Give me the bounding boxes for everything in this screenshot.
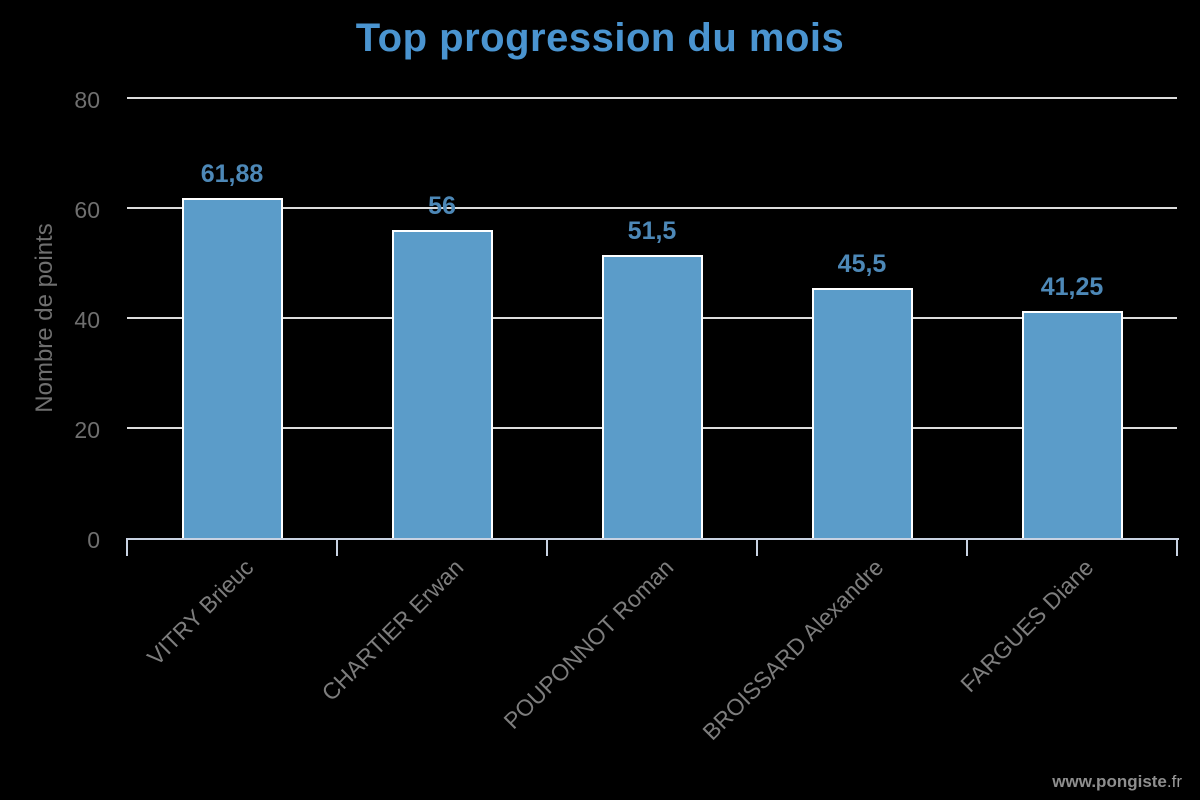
chart-title: Top progression du mois	[355, 16, 845, 60]
x-tick-mark	[966, 538, 968, 556]
x-axis-label: VITRY Brieuc	[142, 554, 259, 671]
bar-value-label: 45,5	[837, 249, 887, 278]
y-tick-label: 60	[74, 197, 100, 223]
bar[interactable]	[391, 230, 493, 538]
x-axis-line	[127, 538, 1179, 540]
y-tick-label: 40	[74, 307, 100, 333]
bar-value-label: 41,25	[1040, 273, 1104, 302]
bar[interactable]	[1021, 311, 1123, 538]
x-tick-mark	[546, 538, 548, 556]
x-axis-label: FARGUES Diane	[955, 554, 1099, 698]
bar[interactable]	[811, 287, 913, 538]
bar[interactable]	[181, 197, 283, 538]
watermark-domain: www.pongiste	[1052, 772, 1167, 791]
bar[interactable]	[601, 254, 703, 538]
bar-value-label: 51,5	[627, 216, 677, 245]
gridline	[127, 97, 1177, 99]
x-axis-label: CHARTIER Erwan	[316, 554, 469, 706]
x-tick-mark	[1176, 538, 1178, 556]
x-tick-mark	[336, 538, 338, 556]
y-tick-label: 80	[74, 87, 100, 113]
y-tick-label: 20	[74, 417, 100, 443]
gridline	[127, 207, 1177, 209]
x-tick-mark	[126, 538, 128, 556]
y-tick-label: 0	[87, 527, 100, 553]
x-axis-label: POUPONNOT Roman	[498, 554, 679, 734]
x-axis-label: BROISSARD Alexandre	[697, 554, 889, 746]
bar-value-label: 56	[428, 192, 456, 220]
watermark-tld: .fr	[1166, 772, 1182, 791]
bar-value-label: 61,88	[200, 159, 264, 188]
x-tick-mark	[756, 538, 758, 556]
watermark: www.pongiste.fr	[1052, 772, 1182, 792]
